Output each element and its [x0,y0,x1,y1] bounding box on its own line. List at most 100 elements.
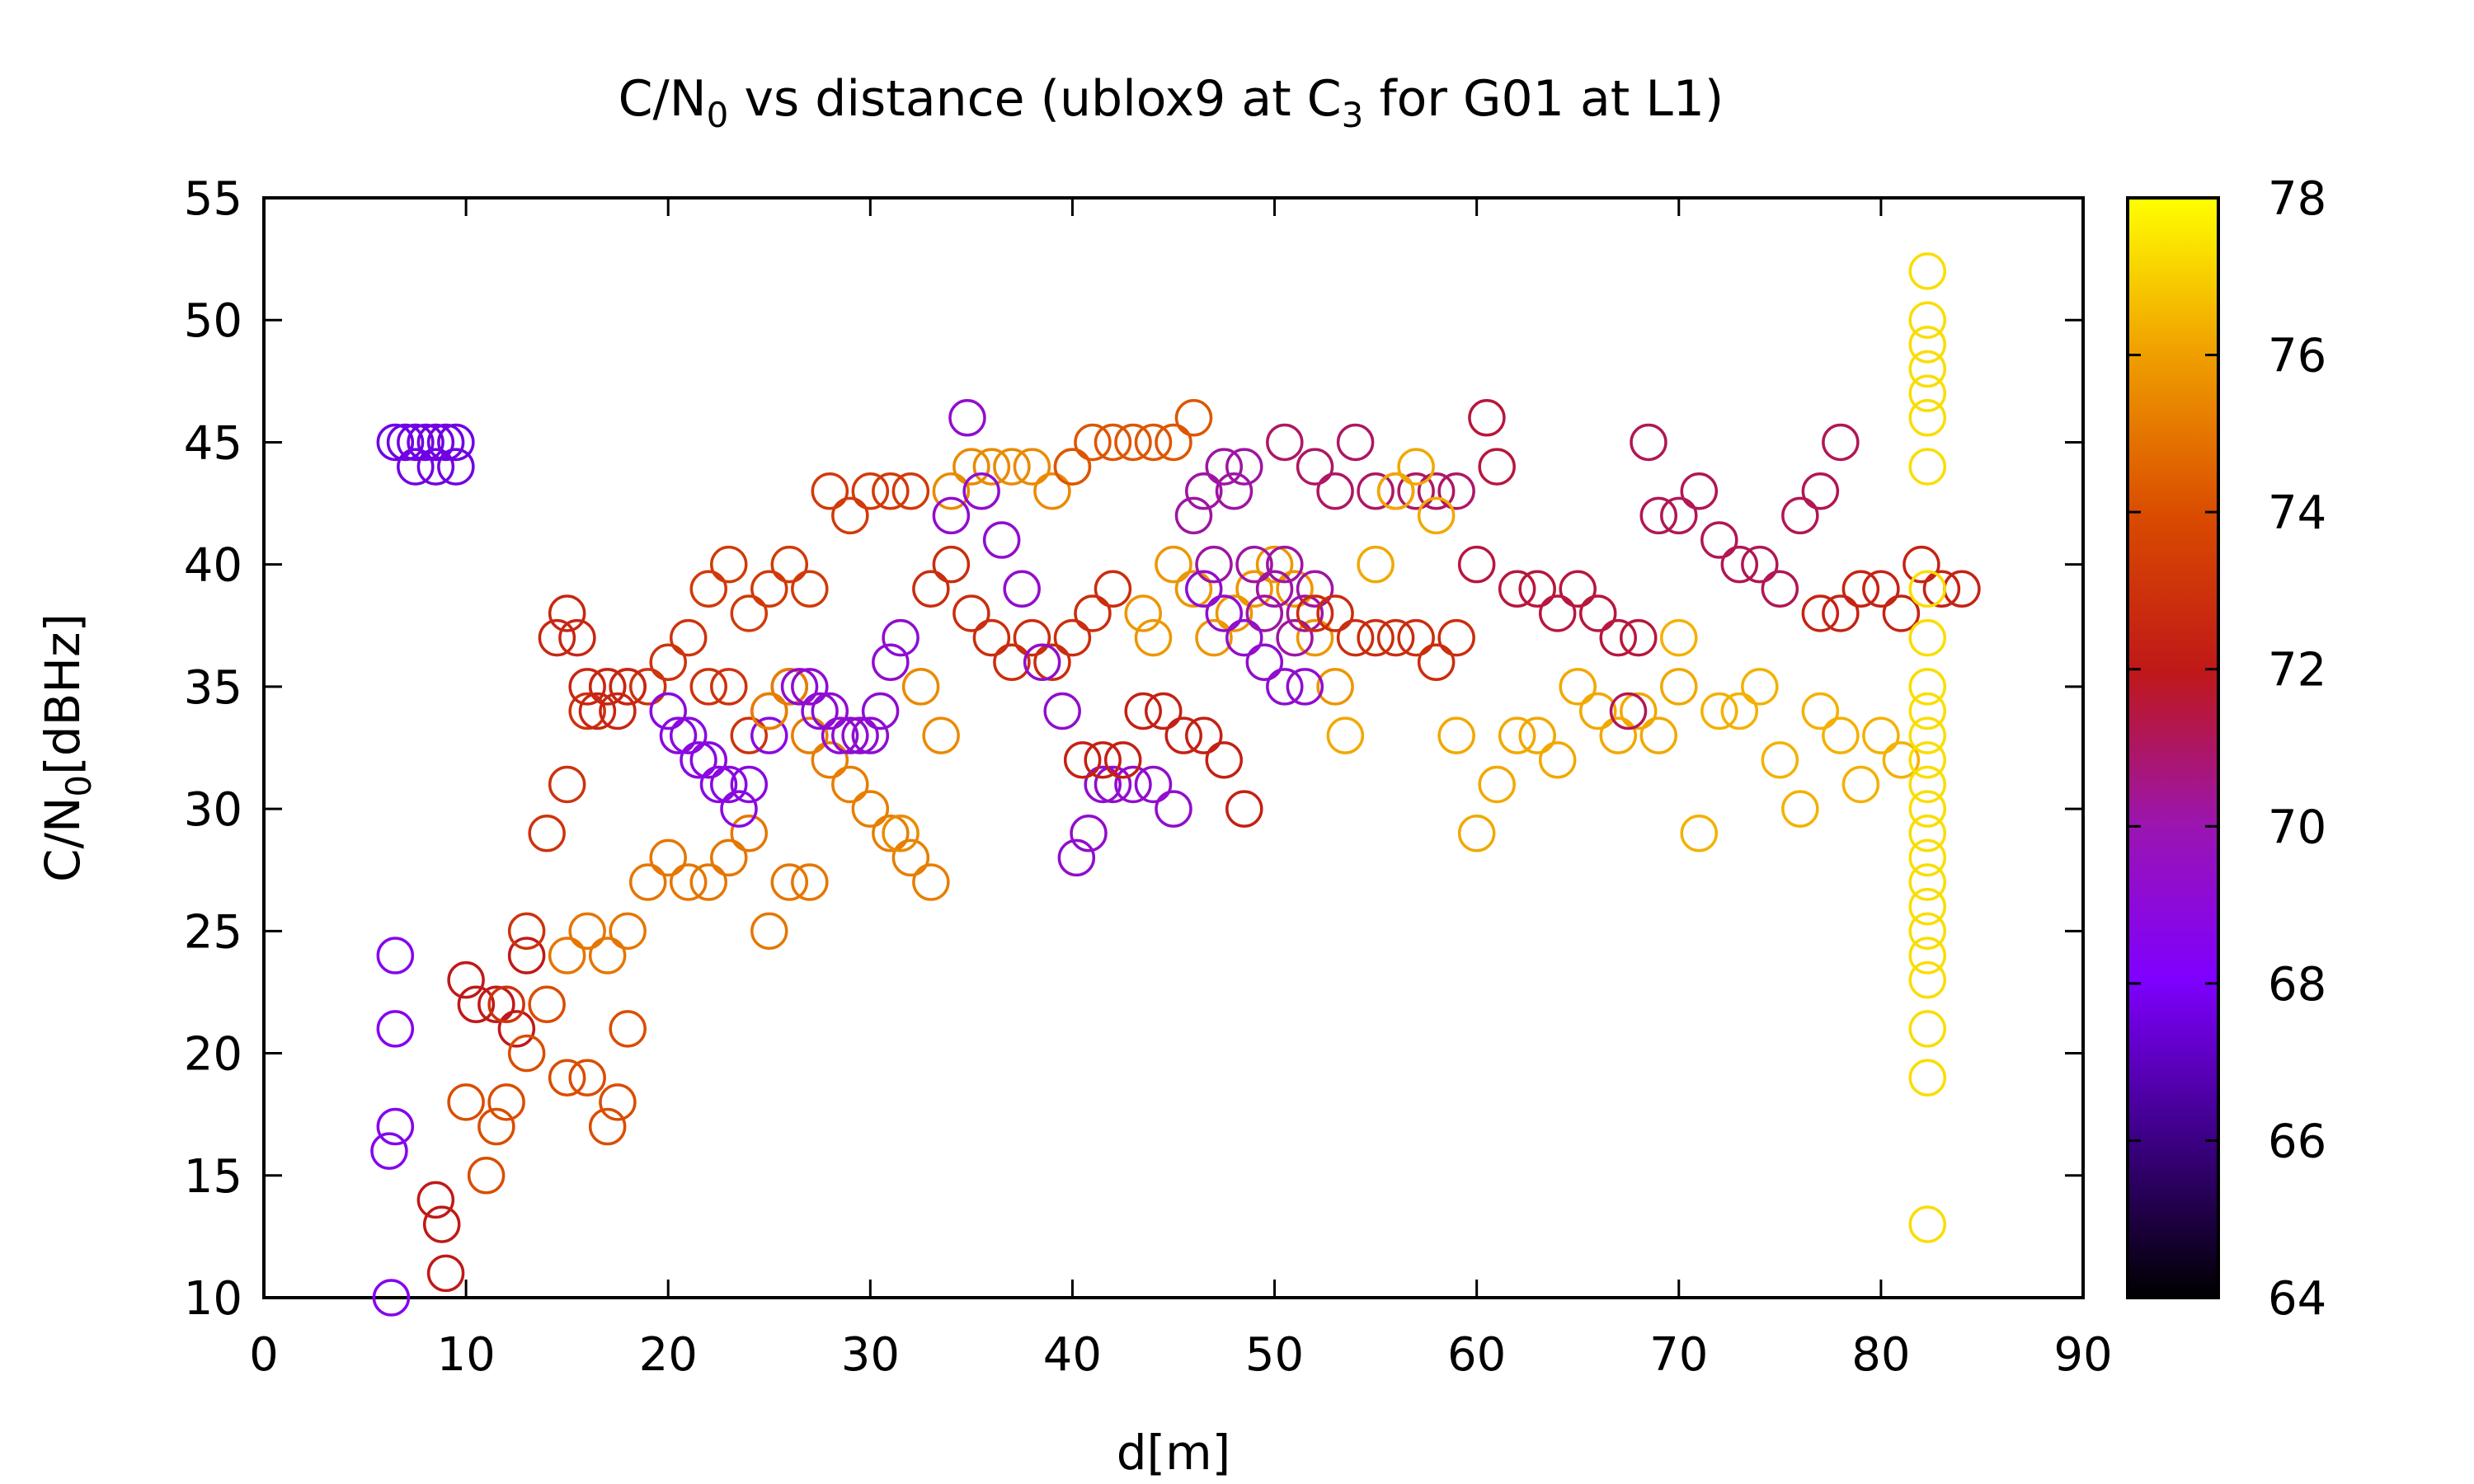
x-tick-label: 90 [2053,1328,2112,1382]
plot-area [262,196,2085,1299]
data-point [689,668,727,706]
data-point [1680,815,1719,852]
data-point [1457,815,1496,852]
data-point [372,1279,411,1317]
x-tick-label: 60 [1447,1328,1506,1382]
data-point [1741,545,1779,584]
data-point [851,790,890,828]
colorbar-tick-label: 64 [2268,1272,2326,1326]
data-point [1841,570,1880,608]
data-point [1094,765,1132,804]
data-point [568,1059,606,1097]
data-point [1195,545,1233,584]
data-point [841,716,879,754]
data-point [477,985,515,1024]
data-point [1518,570,1556,608]
data-point [720,790,758,828]
data-point [1316,472,1354,510]
data-point [1599,618,1637,657]
data-point [831,716,869,754]
data-point [1908,863,1947,901]
data-point [699,765,738,804]
data-point [851,716,890,754]
data-point [1862,716,1900,754]
data-point [1235,570,1273,608]
data-point [1908,912,1947,951]
y-tick-label: 45 [184,416,242,470]
data-point [578,692,617,730]
data-point [1326,716,1365,754]
y-tick-label: 10 [184,1272,242,1326]
data-point [1437,472,1475,510]
data-point [1235,545,1273,584]
data-point [1124,692,1162,730]
data-point [599,1083,637,1121]
data-point [1376,472,1415,510]
data-point [370,1132,408,1170]
data-point [1943,570,1981,608]
colorbar-tick-label: 68 [2268,958,2326,1012]
data-point [1185,716,1223,754]
data-point [1700,521,1738,559]
data-point [447,1083,485,1121]
data-point [710,545,748,584]
data-point [669,863,708,901]
data-point [467,1157,506,1195]
data-point [1276,570,1314,608]
colorbar-ramp [2126,196,2220,1299]
data-points [370,252,1981,1317]
data-point [1124,594,1162,632]
data-point [1296,570,1334,608]
data-point [1074,594,1112,632]
data-point [962,472,1000,510]
data-point [457,985,496,1024]
data-point [548,765,586,804]
y-tick-label: 35 [184,661,242,715]
data-point [1417,643,1456,681]
data-point [1094,423,1132,462]
data-point [1397,618,1435,657]
x-tick-label: 10 [436,1328,495,1382]
data-point [791,570,829,608]
data-point [649,838,687,877]
data-point [689,741,727,779]
y-tick-label: 55 [184,172,242,226]
x-tick-label: 30 [841,1328,900,1382]
data-point [689,570,727,608]
data-point [407,423,444,462]
data-point [1336,423,1375,462]
data-point [426,423,465,462]
x-tick-label: 50 [1245,1328,1304,1382]
data-point [558,618,596,657]
data-point [548,937,586,974]
data-point [416,423,455,462]
colorbar-tick-label: 66 [2268,1115,2326,1168]
data-point [1255,570,1294,608]
data-point [397,448,435,486]
data-point [416,448,455,486]
data-point [891,838,930,877]
data-point [750,912,788,951]
data-point [376,937,415,974]
data-point [1908,960,1947,999]
data-point [811,472,849,510]
data-point [770,668,809,706]
data-point [609,668,647,706]
data-point [1074,423,1112,462]
data-point [1070,815,1108,852]
data-point [609,912,647,951]
data-point [548,1059,586,1097]
data-point [1620,618,1658,657]
data-point [1225,790,1263,828]
data-point [649,692,687,730]
x-tick-label: 80 [1851,1328,1910,1382]
y-tick-label: 25 [184,905,242,959]
colorbar-tick-label: 76 [2268,330,2326,383]
data-point [1908,350,1947,388]
y-tick-label: 15 [184,1150,242,1204]
plot-frame [262,196,2085,1299]
data-point [1185,570,1223,608]
data-point [791,863,829,901]
data-point [447,960,485,999]
